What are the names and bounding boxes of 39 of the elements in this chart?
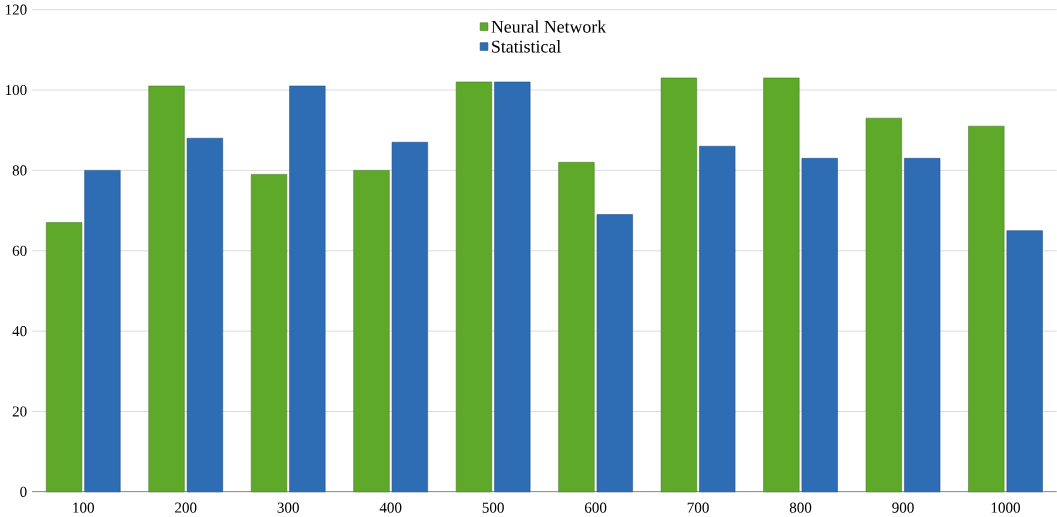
bar [763,77,800,492]
legend-label: Statistical [492,39,561,53]
x-tick-label: 800 [789,502,812,513]
x-tick-label: 100 [73,502,94,513]
bar [84,169,121,492]
x-tick-label: 400 [379,502,402,513]
bar [353,169,390,492]
bar [494,81,531,492]
y-tick-label: 0 [20,486,27,497]
bar [1006,230,1043,492]
y-tick-label: 60 [12,245,27,256]
x-tick-label: 600 [584,502,607,513]
y-tick-label: 80 [12,165,27,176]
bar [904,157,941,492]
bar [250,173,288,492]
bar [596,214,633,492]
y-tick-label: 100 [5,84,27,95]
bar [186,137,223,492]
bar [660,77,697,492]
x-tick-label: 1000 [991,502,1020,513]
bar [699,145,736,492]
y-tick-label: 20 [12,406,27,417]
x-tick-label: 900 [892,502,914,513]
bar [289,85,326,492]
legend-label: Neural Network [491,20,607,33]
x-tick-label: 700 [687,502,709,513]
bar [865,117,902,492]
x-tick-label: 300 [277,502,299,513]
bar [801,157,838,492]
y-tick-label: 40 [12,325,27,337]
bar [391,141,428,492]
bar [148,85,185,492]
bar [455,81,493,492]
bar [968,125,1005,492]
y-tick-label: 120 [5,4,27,15]
x-tick-label: 500 [482,502,504,513]
bar [558,161,595,492]
x-tick-label: 200 [175,502,197,513]
bar [45,222,83,492]
